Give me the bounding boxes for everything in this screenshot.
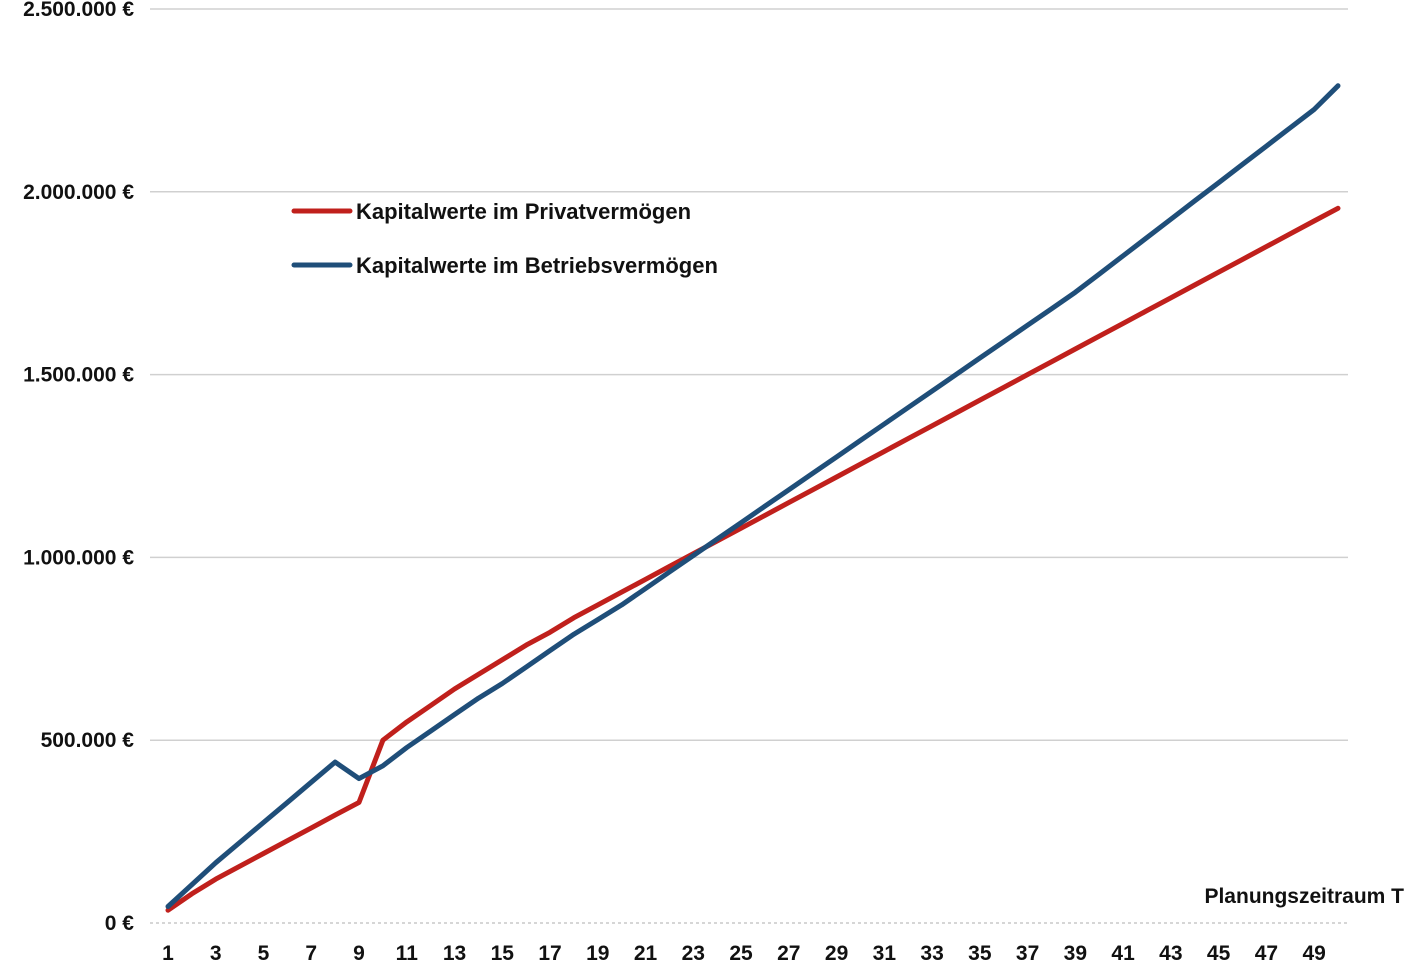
y-axis-ticks: 0 € 500.000 € 1.000.000 € 1.500.000 € 2.000.… [23,0,134,935]
y-tick-label: 2.000.000 € [23,181,134,204]
legend-label: Kapitalwerte im Privatvermögen [356,199,691,224]
x-tick-label: 33 [920,942,943,962]
x-tick-label: 11 [396,942,419,962]
x-tick-label: 23 [682,942,705,962]
series-lines [165,83,1341,913]
x-tick-label: 45 [1207,942,1231,962]
x-tick-label: 35 [968,942,992,962]
gridlines [150,8,1348,924]
x-tick-label: 29 [825,942,848,962]
x-tick-label: 43 [1159,942,1182,962]
series-line-2 [165,83,1341,909]
x-tick-label: 27 [777,942,800,962]
x-tick-label: 41 [1111,942,1135,962]
series-line-1 [165,205,1341,913]
y-tick-label: 2.500.000 € [23,0,134,21]
x-tick-label: 31 [873,942,897,962]
x-tick-label: 9 [353,942,365,962]
x-tick-label: 47 [1255,942,1278,962]
legend: Kapitalwerte im Privatvermögen Kapitalwer… [291,199,718,278]
x-tick-label: 19 [586,942,609,962]
x-tick-label: 1 [162,942,174,962]
legend-label: Kapitalwerte im Betriebsvermögen [356,253,718,278]
x-tick-label: 21 [634,942,658,962]
y-tick-label: 0 € [105,912,135,935]
x-tick-label: 49 [1302,942,1325,962]
x-tick-label: 25 [729,942,753,962]
x-tick-label: 5 [258,942,270,962]
x-tick-label: 17 [538,942,561,962]
x-axis-label: Planungszeitraum T [1204,885,1404,908]
x-tick-label: 37 [1016,942,1039,962]
x-tick-label: 3 [210,942,222,962]
y-tick-label: 1.000.000 € [23,546,134,569]
x-tick-label: 13 [443,942,466,962]
y-tick-label: 500.000 € [41,729,135,752]
x-tick-label: 39 [1064,942,1087,962]
x-tick-label: 15 [491,942,515,962]
x-tick-label: 7 [305,942,317,962]
y-tick-label: 1.500.000 € [23,364,134,387]
x-axis-ticks: 1 3 5 7 9 11 13 15 17 19 21 23 25 27 29 31 33 35 37 39 41 43 4… [162,942,1326,962]
